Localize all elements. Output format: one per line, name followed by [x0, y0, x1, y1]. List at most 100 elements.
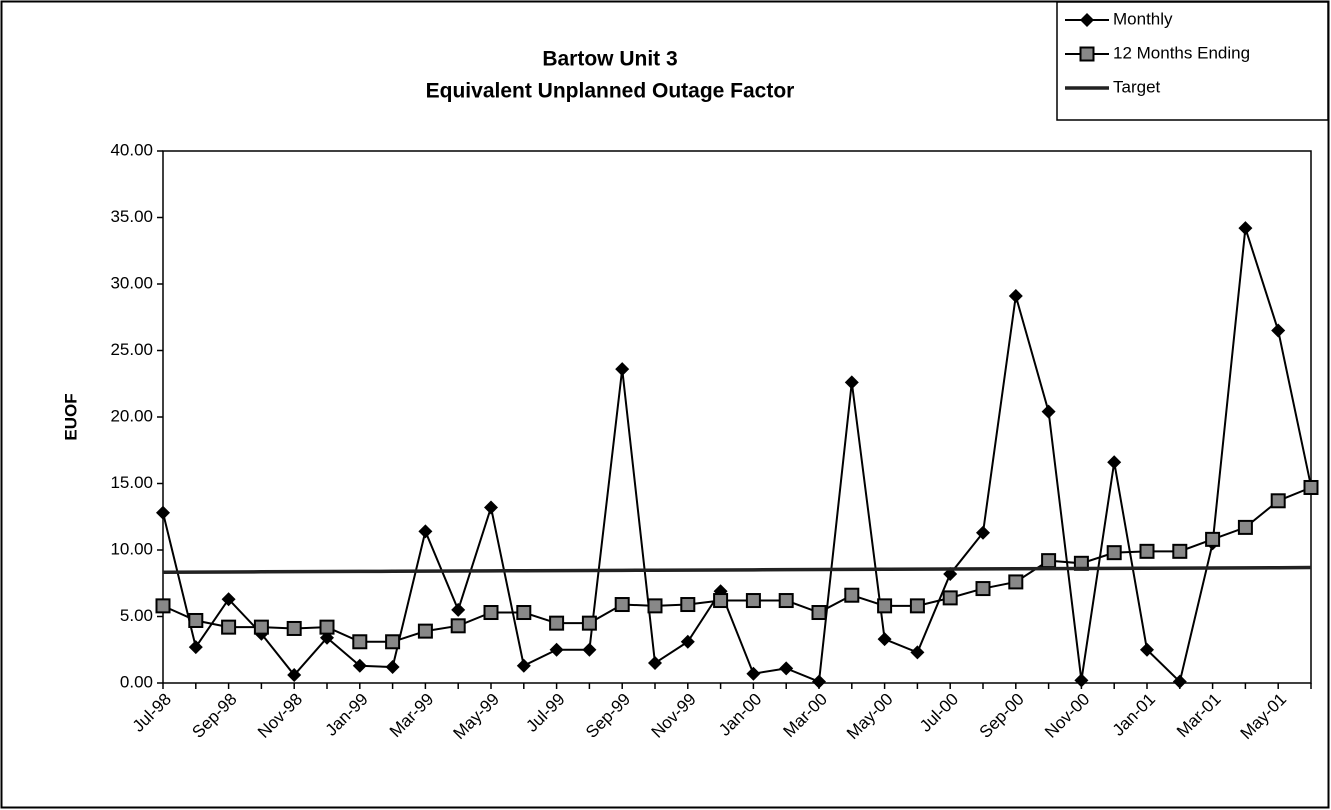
- x-tick-label: May-01: [1237, 690, 1291, 744]
- point: [746, 666, 761, 681]
- point: [385, 634, 401, 650]
- x-tick-label: Jan-01: [1109, 690, 1159, 740]
- point: [253, 619, 269, 635]
- chart-title: Bartow Unit 3: [542, 48, 677, 71]
- series-line: [162, 227, 1312, 684]
- point: [581, 615, 597, 631]
- legend-box: [1056, 1, 1329, 121]
- point: [745, 593, 761, 609]
- y-tick-label: 35.00: [110, 207, 153, 226]
- legend-label: Monthly: [1113, 9, 1173, 28]
- point: [811, 605, 827, 621]
- point: [614, 597, 630, 613]
- x-tick-label: Sep-00: [976, 690, 1028, 742]
- x-tick-label: Jan-99: [322, 690, 372, 740]
- point: [1041, 553, 1057, 569]
- y-tick-label: 10.00: [110, 539, 153, 558]
- point: [713, 593, 729, 609]
- point: [188, 612, 204, 628]
- x-tick-label: Jul-00: [916, 690, 962, 736]
- x-tick-label: Jul-99: [522, 690, 568, 736]
- point: [877, 598, 893, 614]
- point: [188, 640, 203, 655]
- point: [385, 660, 400, 675]
- legend-label: 12 Months Ending: [1113, 43, 1250, 62]
- point: [942, 590, 958, 606]
- point: [778, 593, 794, 609]
- series-line: [162, 565, 1312, 574]
- point: [615, 362, 630, 377]
- x-tick-label: Mar-00: [779, 690, 831, 742]
- point: [844, 375, 859, 390]
- point: [1237, 519, 1253, 535]
- point: [484, 500, 498, 515]
- point: [352, 658, 367, 673]
- point: [516, 605, 532, 621]
- point: [1140, 642, 1154, 657]
- point: [844, 587, 860, 603]
- point: [647, 598, 663, 614]
- point: [1107, 455, 1122, 470]
- point: [975, 581, 991, 597]
- x-tick-label: Nov-00: [1041, 690, 1093, 742]
- point: [352, 634, 368, 650]
- point: [1079, 46, 1095, 62]
- x-tick-label: Nov-98: [254, 690, 306, 742]
- y-tick-label: 40.00: [110, 140, 153, 159]
- point: [1303, 479, 1319, 495]
- point: [680, 597, 696, 613]
- point: [1041, 404, 1056, 419]
- point: [1008, 574, 1024, 590]
- y-tick-label: 15.00: [110, 473, 153, 492]
- point: [812, 674, 826, 689]
- y-tick-label: 20.00: [110, 406, 153, 425]
- point: [1080, 13, 1094, 27]
- point: [1008, 288, 1023, 303]
- x-tick-label: May-00: [843, 690, 897, 744]
- point: [1205, 531, 1221, 547]
- point: [156, 505, 170, 520]
- point: [549, 615, 565, 631]
- point: [582, 642, 597, 657]
- point: [779, 661, 794, 676]
- point: [451, 602, 466, 617]
- y-tick-label: 25.00: [110, 340, 153, 359]
- point: [549, 642, 564, 657]
- legend-label: Target: [1113, 77, 1161, 96]
- y-axis-label: EUOF: [61, 393, 80, 440]
- point: [221, 592, 236, 607]
- point: [1172, 543, 1188, 559]
- y-tick-label: 30.00: [110, 273, 153, 292]
- point: [418, 524, 433, 539]
- point: [1139, 543, 1155, 559]
- series-line: [162, 486, 1312, 643]
- x-tick-label: Nov-99: [648, 690, 700, 742]
- y-tick-label: 5.00: [120, 606, 153, 625]
- point: [877, 632, 892, 647]
- x-tick-label: Sep-98: [188, 690, 240, 742]
- point: [680, 634, 695, 649]
- point: [1074, 673, 1089, 688]
- point: [976, 525, 990, 540]
- point: [1270, 493, 1286, 509]
- point: [1172, 674, 1187, 689]
- point: [1106, 545, 1122, 561]
- chart-subtitle: Equivalent Unplanned Outage Factor: [426, 80, 795, 103]
- point: [648, 656, 662, 671]
- point: [483, 605, 499, 621]
- point: [516, 658, 531, 673]
- x-tick-label: Jan-00: [715, 690, 765, 740]
- point: [450, 618, 466, 634]
- point: [417, 623, 433, 639]
- point: [1238, 221, 1253, 236]
- point: [155, 598, 171, 614]
- point: [319, 619, 335, 635]
- x-tick-label: Mar-01: [1173, 690, 1225, 742]
- y-tick-label: 0.00: [120, 672, 153, 691]
- point: [910, 645, 925, 660]
- x-tick-label: Jul-98: [129, 690, 175, 736]
- point: [287, 668, 302, 683]
- x-tick-label: Sep-99: [582, 690, 634, 742]
